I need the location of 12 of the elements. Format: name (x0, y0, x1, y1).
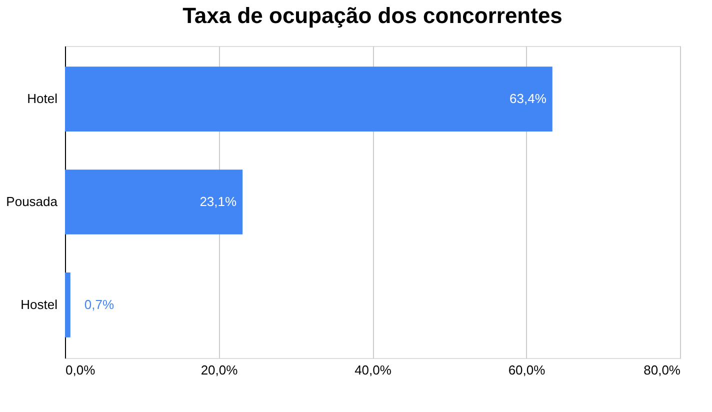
x-tick-label: 60,0% (508, 362, 546, 378)
y-tick-label: Hotel (27, 91, 58, 106)
data-label: 63,4% (510, 91, 547, 106)
x-tick-label: 0,0% (66, 362, 96, 378)
x-tick-label: 20,0% (200, 362, 238, 378)
data-label: 23,1% (200, 194, 238, 209)
chart-title: Taxa de ocupação dos concorrentes (182, 3, 562, 28)
x-tick-label: 80,0% (644, 362, 681, 378)
y-tick-label: Hostel (20, 296, 58, 312)
x-tick-label: 40,0% (354, 362, 392, 378)
data-label: 0,7% (84, 296, 114, 312)
y-tick-label: Pousada (6, 194, 58, 209)
